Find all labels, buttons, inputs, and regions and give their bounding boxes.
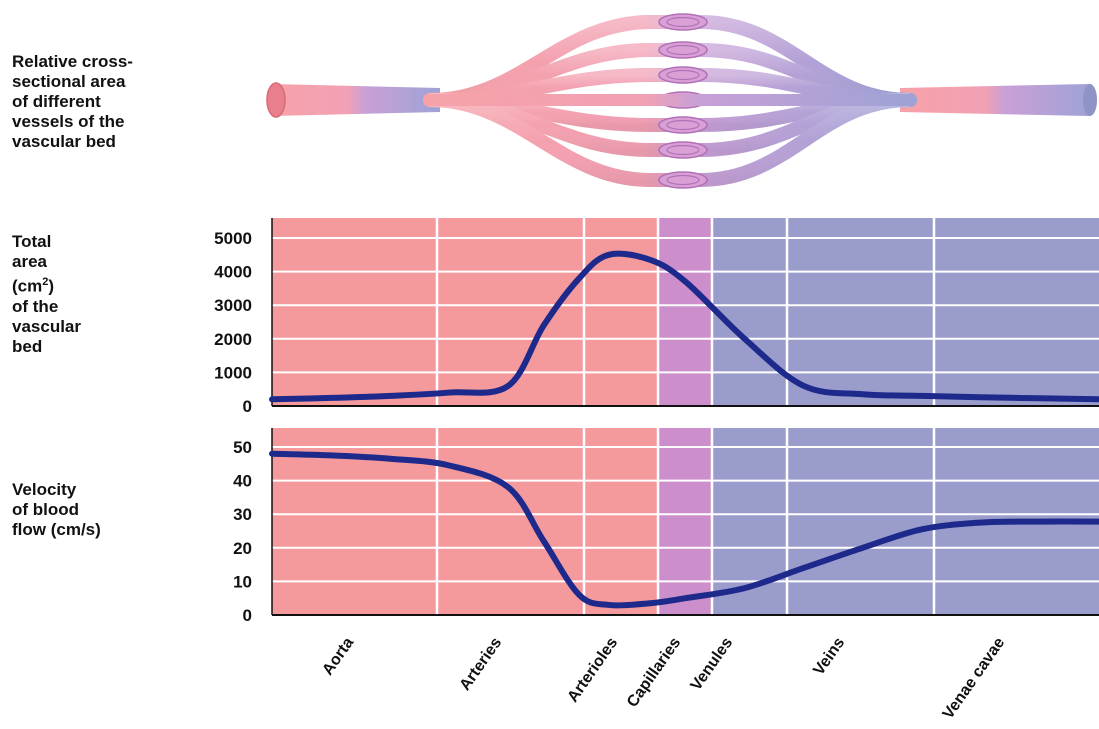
- category-label: Arteries: [457, 634, 506, 693]
- capillary-bed: [658, 66, 708, 84]
- series-line: [269, 250, 1099, 403]
- y-tick-label: 5000: [214, 229, 252, 248]
- central-branch: [430, 94, 910, 106]
- aorta-trunk: [272, 84, 440, 116]
- region-band: [437, 218, 584, 406]
- capillary-bed: [658, 171, 708, 189]
- capillary-bed: [658, 116, 708, 134]
- area-axis-label: Total area (cm2) of the vascular bed: [12, 232, 81, 357]
- total-area-chart: 0 1000 2000 3000 4000 5000: [214, 218, 1099, 416]
- category-label: Venae cavae: [940, 634, 1009, 722]
- capillary-bed: [658, 41, 708, 59]
- vascular-bed-diagram: [266, 13, 1097, 189]
- series-line: [269, 450, 1099, 609]
- velocity-chart: 0 10 20 30 40 50: [233, 428, 1099, 625]
- aorta-opening: [266, 82, 286, 118]
- capillary-loop: [666, 119, 700, 131]
- category-label: Capillaries: [624, 634, 684, 710]
- y-tick-label: 50: [233, 438, 252, 457]
- region-band: [658, 428, 712, 615]
- category-label: Venules: [688, 634, 737, 693]
- category-label: Arterioles: [565, 634, 622, 705]
- region-band: [272, 218, 437, 406]
- region-band: [437, 428, 584, 615]
- area-label-superscript: 2: [42, 276, 49, 288]
- category-label: Veins: [810, 634, 848, 678]
- capillary-bed: [658, 13, 708, 31]
- region-band: [658, 218, 712, 406]
- velocity-axis-label: Velocity of blood flow (cm/s): [12, 480, 101, 539]
- y-tick-label: 3000: [214, 296, 252, 315]
- y-tick-label: 10: [233, 572, 252, 591]
- diagram-label: Relative cross- sectional area of differ…: [12, 52, 133, 151]
- area-label-end: ) of the vascular bed: [12, 276, 81, 356]
- y-tick-label: 2000: [214, 330, 252, 349]
- region-band: [787, 218, 934, 406]
- y-tick-label: 1000: [214, 363, 252, 382]
- region-band: [584, 428, 658, 615]
- vessel-branches: [266, 13, 1097, 189]
- category-labels: Aorta Arteries Arterioles Capillaries Venule…: [319, 634, 1008, 722]
- capillary-bed: [658, 141, 708, 159]
- y-tick-label: 4000: [214, 263, 252, 282]
- region-band: [934, 218, 1099, 406]
- region-band: [584, 218, 658, 406]
- region-band: [787, 428, 934, 615]
- vena-cava-trunk: [900, 84, 1090, 116]
- capillary-loop: [666, 16, 700, 28]
- y-tick-label: 20: [233, 539, 252, 558]
- capillary-loop: [666, 44, 700, 56]
- y-tick-label: 40: [233, 472, 252, 491]
- y-tick-label: 0: [243, 606, 252, 625]
- region-band: [712, 218, 787, 406]
- y-tick-label: 0: [243, 397, 252, 416]
- category-label: Aorta: [319, 634, 357, 678]
- vena-cava-end: [1083, 84, 1097, 116]
- capillary-loop: [666, 144, 700, 156]
- y-tick-label: 30: [233, 505, 252, 524]
- capillary-loop: [666, 69, 700, 81]
- capillary-loop: [666, 174, 700, 186]
- area-label-start: Total area (cm: [12, 232, 52, 296]
